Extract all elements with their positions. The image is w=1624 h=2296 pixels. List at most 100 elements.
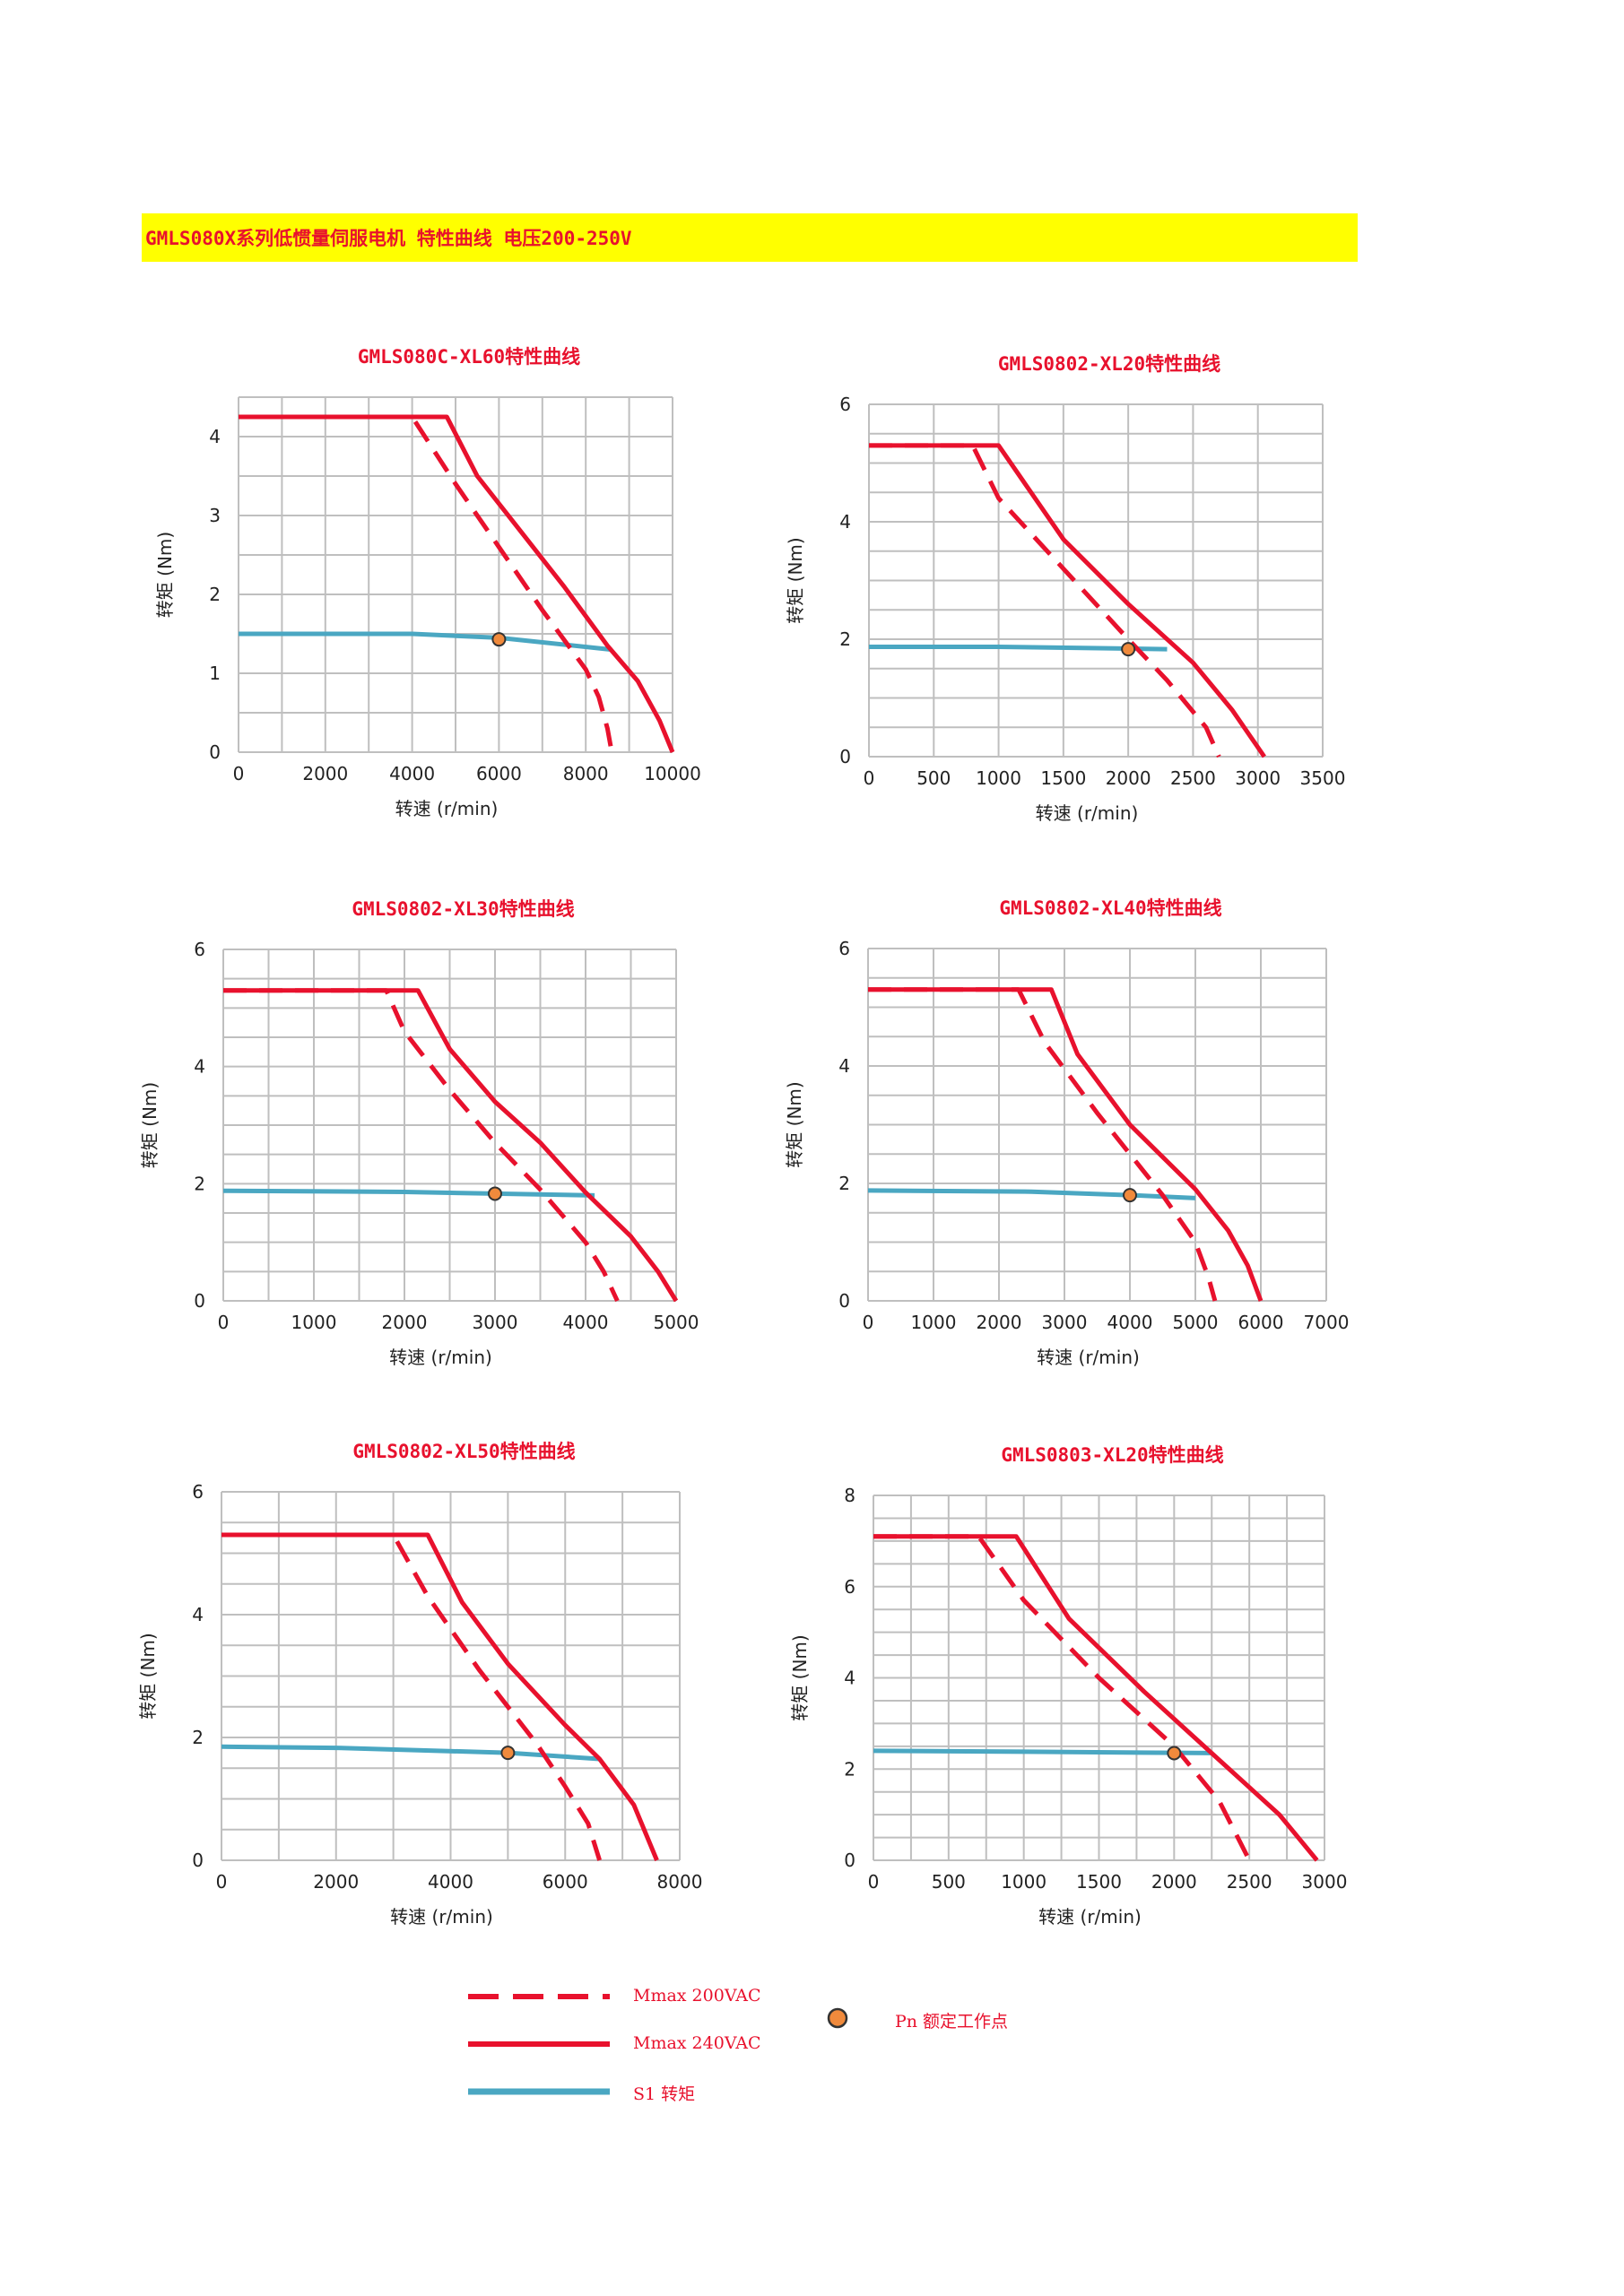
- x-tick-label: 2500: [1170, 767, 1216, 789]
- y-tick-label: 4: [192, 1604, 204, 1625]
- rated-point-marker: [500, 1746, 516, 1761]
- x-axis-label: 转速 (r/min): [1036, 802, 1139, 824]
- x-tick-label: 6000: [476, 763, 522, 784]
- rated-point-marker: [1167, 1746, 1182, 1761]
- y-tick-label: 0: [844, 1850, 855, 1871]
- x-tick-label: 4000: [428, 1871, 473, 1893]
- y-tick-label: 2: [209, 584, 221, 605]
- y-tick-label: 6: [192, 1481, 204, 1503]
- mmax-200vac-line: [221, 1532, 602, 1861]
- mmax-200vac-line: [239, 414, 614, 753]
- x-tick-label: 500: [932, 1871, 966, 1893]
- x-tick-label: 2500: [1227, 1871, 1272, 1893]
- chart-title: GMLS080C-XL60特性曲线: [358, 346, 580, 368]
- mmax-240vac-line: [221, 1532, 659, 1861]
- y-tick-label: 6: [844, 1576, 855, 1598]
- chart-title: GMLS0802-XL20特性曲线: [998, 353, 1220, 375]
- mmax-200vac-line: [869, 443, 1221, 758]
- x-axis-label: 转速 (r/min): [395, 798, 499, 819]
- x-tick-label: 1000: [291, 1312, 337, 1333]
- mmax-240vac-line: [239, 414, 675, 753]
- x-tick-label: 1000: [976, 767, 1021, 789]
- x-tick-label: 4000: [563, 1312, 609, 1333]
- mmax-240vac-line: [869, 443, 1266, 758]
- y-axis-label: 转矩 (Nm): [154, 532, 176, 618]
- y-tick-label: 2: [844, 1758, 855, 1780]
- x-tick-label: 0: [233, 763, 245, 784]
- x-axis-label: 转速 (r/min): [389, 1347, 492, 1368]
- x-tick-label: 500: [916, 767, 951, 789]
- y-tick-label: 6: [194, 939, 205, 960]
- mmax-240vac-line: [868, 987, 1264, 1302]
- x-tick-label: 8000: [563, 763, 609, 784]
- x-tick-label: 8000: [657, 1871, 703, 1893]
- chart-6: GMLS0803-XL20特性曲线 0 500 1000 1500 2000 2500 300…: [789, 1444, 1347, 1928]
- y-axis-label: 转矩 (Nm): [137, 1633, 159, 1719]
- y-tick-label: 0: [194, 1290, 205, 1312]
- x-tick-label: 1500: [1076, 1871, 1122, 1893]
- y-tick-label: 4: [838, 1055, 850, 1077]
- y-tick-label: 2: [194, 1173, 205, 1194]
- s1-torque-line: [239, 631, 612, 653]
- x-tick-label: 6000: [543, 1871, 588, 1893]
- chart-5: GMLS0802-XL50特性曲线 0 2000 4000 6000 8000 0 2 4 6 转速…: [137, 1441, 702, 1928]
- x-axis-label: 转速 (r/min): [390, 1906, 493, 1928]
- rated-point-marker: [488, 1186, 502, 1201]
- x-tick-label: 10000: [644, 763, 701, 784]
- x-tick-label: 4000: [389, 763, 435, 784]
- x-tick-label: 5000: [654, 1312, 699, 1333]
- x-tick-label: 7000: [1304, 1312, 1350, 1333]
- y-tick-label: 8: [844, 1485, 855, 1506]
- x-tick-label: 0: [868, 1871, 880, 1893]
- x-tick-label: 2000: [382, 1312, 428, 1333]
- y-tick-label: 6: [839, 394, 851, 415]
- y-tick-label: 4: [839, 511, 851, 533]
- chart-title: GMLS0802-XL40特性曲线: [999, 897, 1221, 919]
- x-tick-label: 0: [216, 1871, 228, 1893]
- page-title: GMLS080X系列低惯量伺服电机 特性曲线 电压200-250V: [145, 228, 632, 249]
- rated-point-marker: [1121, 642, 1136, 657]
- x-tick-label: 4000: [1107, 1312, 1153, 1333]
- y-tick-label: 0: [838, 1290, 850, 1312]
- chart-title: GMLS0802-XL50特性曲线: [352, 1441, 575, 1462]
- s1-torque-line: [873, 1748, 1212, 1755]
- x-tick-label: 3000: [473, 1312, 518, 1333]
- header-banner: GMLS080X系列低惯量伺服电机 特性曲线 电压200-250V: [142, 213, 1358, 262]
- x-tick-label: 2000: [1151, 1871, 1197, 1893]
- y-tick-label: 2: [839, 628, 851, 650]
- x-axis-label: 转速 (r/min): [1038, 1906, 1142, 1928]
- s1-torque-line: [869, 645, 1168, 652]
- s1-torque-line: [221, 1744, 600, 1762]
- mmax-200vac-line: [873, 1534, 1252, 1862]
- y-axis-label: 转矩 (Nm): [139, 1082, 161, 1168]
- mmax-200vac-line: [868, 987, 1218, 1302]
- chart-2: GMLS0802-XL20特性曲线 0 500 1000 1500 2000 2500 300…: [785, 353, 1345, 824]
- y-tick-label: 6: [838, 938, 850, 959]
- x-tick-label: 2000: [977, 1312, 1022, 1333]
- x-tick-label: 1000: [911, 1312, 957, 1333]
- y-axis-label: 转矩 (Nm): [789, 1634, 811, 1720]
- x-tick-label: 6000: [1238, 1312, 1284, 1333]
- y-tick-label: 3: [209, 505, 221, 526]
- y-axis-label: 转矩 (Nm): [784, 1081, 805, 1167]
- y-tick-label: 4: [209, 426, 221, 447]
- y-axis-label: 转矩 (Nm): [785, 537, 806, 623]
- x-tick-label: 3500: [1300, 767, 1346, 789]
- y-tick-label: 4: [194, 1056, 205, 1078]
- x-tick-label: 2000: [302, 763, 348, 784]
- x-tick-label: 0: [218, 1312, 230, 1333]
- mmax-240vac-line: [223, 988, 679, 1303]
- rated-point-marker: [1123, 1188, 1137, 1203]
- y-tick-label: 2: [838, 1173, 850, 1194]
- chart-title: GMLS0802-XL30特性曲线: [352, 898, 574, 920]
- x-tick-label: 3000: [1235, 767, 1281, 789]
- y-tick-label: 0: [839, 746, 851, 767]
- chart-3: GMLS0802-XL30特性曲线 0 1000 2000 3000 4000 5000 0 2…: [139, 898, 699, 1368]
- y-tick-label: 4: [844, 1668, 855, 1689]
- x-tick-label: 0: [864, 767, 875, 789]
- y-tick-label: 0: [192, 1850, 204, 1871]
- legend-point-marker: [827, 2007, 848, 2029]
